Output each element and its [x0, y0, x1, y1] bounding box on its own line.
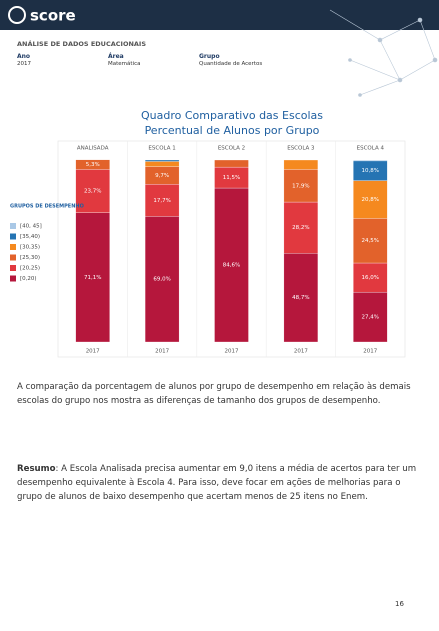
value-label: 16,0% — [362, 275, 379, 281]
summary: Resumo: A Escola Analisada precisa aumen… — [17, 462, 422, 504]
header-band — [0, 0, 439, 30]
value-label: 48,7% — [292, 295, 309, 301]
value-label: 11,5% — [223, 175, 240, 181]
chart-frame — [57, 140, 406, 358]
value-label: 9,7% — [155, 173, 169, 179]
value-label: 5,3% — [86, 162, 100, 168]
chart-subtitle: Percentual de Alunos por Grupo — [145, 124, 320, 137]
summary-label: Resumo — [17, 464, 56, 474]
bar-segment — [283, 201, 319, 254]
field-label: Grupo — [199, 53, 220, 60]
legend-label: [0,20) — [20, 276, 37, 282]
category-label: ANALISADA — [77, 146, 109, 152]
legend-label: [40, 45] — [20, 224, 42, 230]
period-label: 2017 — [294, 349, 308, 355]
legend-swatch — [10, 223, 16, 229]
bar-segment — [75, 212, 110, 343]
value-label: 24,5% — [362, 238, 379, 244]
value-label: 27,4% — [362, 315, 379, 321]
header-subtitle: ANÁLISE DE DADOS EDUCACIONAIS — [17, 39, 146, 48]
bar-segment — [283, 159, 319, 170]
category-label: ESCOLA 2 — [218, 146, 245, 152]
value-label: 71,1% — [84, 275, 101, 281]
period-label: 2017 — [155, 349, 169, 355]
category-label: ESCOLA 3 — [287, 146, 315, 152]
paragraph: A comparação da porcentagem de alunos po… — [17, 382, 411, 406]
bar-segment — [144, 159, 180, 162]
bar-segment — [144, 184, 180, 217]
legend-label: [35,40) — [20, 234, 40, 240]
period-label: 2017 — [225, 349, 239, 355]
page-number: 16 — [395, 600, 404, 608]
logo: score — [30, 7, 76, 25]
network-decoration — [329, 9, 438, 97]
bar-segment — [353, 262, 388, 293]
bar-segment — [283, 253, 319, 343]
logo-icon — [8, 6, 26, 24]
bar-segment — [214, 187, 249, 343]
field-value: 2017 — [17, 61, 31, 67]
legend-swatch — [10, 233, 16, 240]
legend-swatch — [10, 275, 16, 282]
field-label: Ano — [17, 53, 31, 60]
field-value: Quantidade de Acertos — [199, 61, 263, 67]
value-label: 17,9% — [292, 183, 309, 189]
legend-label: [25,30) — [20, 255, 40, 261]
period-label: 2017 — [363, 349, 377, 355]
legend-title: GRUPOS DE DESEMPENHO — [10, 204, 84, 210]
bar-segment — [353, 218, 388, 264]
bar-segment — [144, 216, 180, 343]
value-label: 17,7% — [153, 198, 170, 204]
legend-label: [20,25) — [20, 266, 40, 272]
legend-swatch — [10, 244, 16, 250]
chart-title: Quadro Comparativo das Escolas — [141, 109, 323, 122]
value-label: 20,8% — [362, 197, 379, 203]
bar-segment — [353, 291, 388, 343]
period-label: 2017 — [86, 349, 100, 355]
value-label: 84,6% — [223, 263, 240, 269]
field-label: Área — [108, 53, 124, 60]
summary-text: : A Escola Analisada precisa aumentar em… — [17, 464, 417, 502]
value-label: 28,2% — [292, 225, 309, 231]
legend-swatch — [10, 265, 16, 271]
bar-segment — [283, 169, 319, 203]
bar-segment — [75, 169, 110, 213]
value-label: 69,0% — [153, 277, 170, 283]
bar-segment — [214, 159, 249, 168]
bar-segment — [353, 180, 388, 219]
legend-swatch — [10, 254, 16, 261]
value-label: 10,8% — [362, 168, 379, 174]
legend-label: [30,35) — [20, 245, 40, 251]
bar-segment — [144, 161, 180, 167]
category-label: ESCOLA 4 — [357, 146, 385, 152]
field-value: Matemática — [108, 61, 141, 67]
bar-segment — [75, 159, 110, 170]
category-label: ESCOLA 1 — [148, 146, 175, 152]
value-label: 23,7% — [84, 189, 101, 195]
bar-segment — [353, 159, 388, 162]
